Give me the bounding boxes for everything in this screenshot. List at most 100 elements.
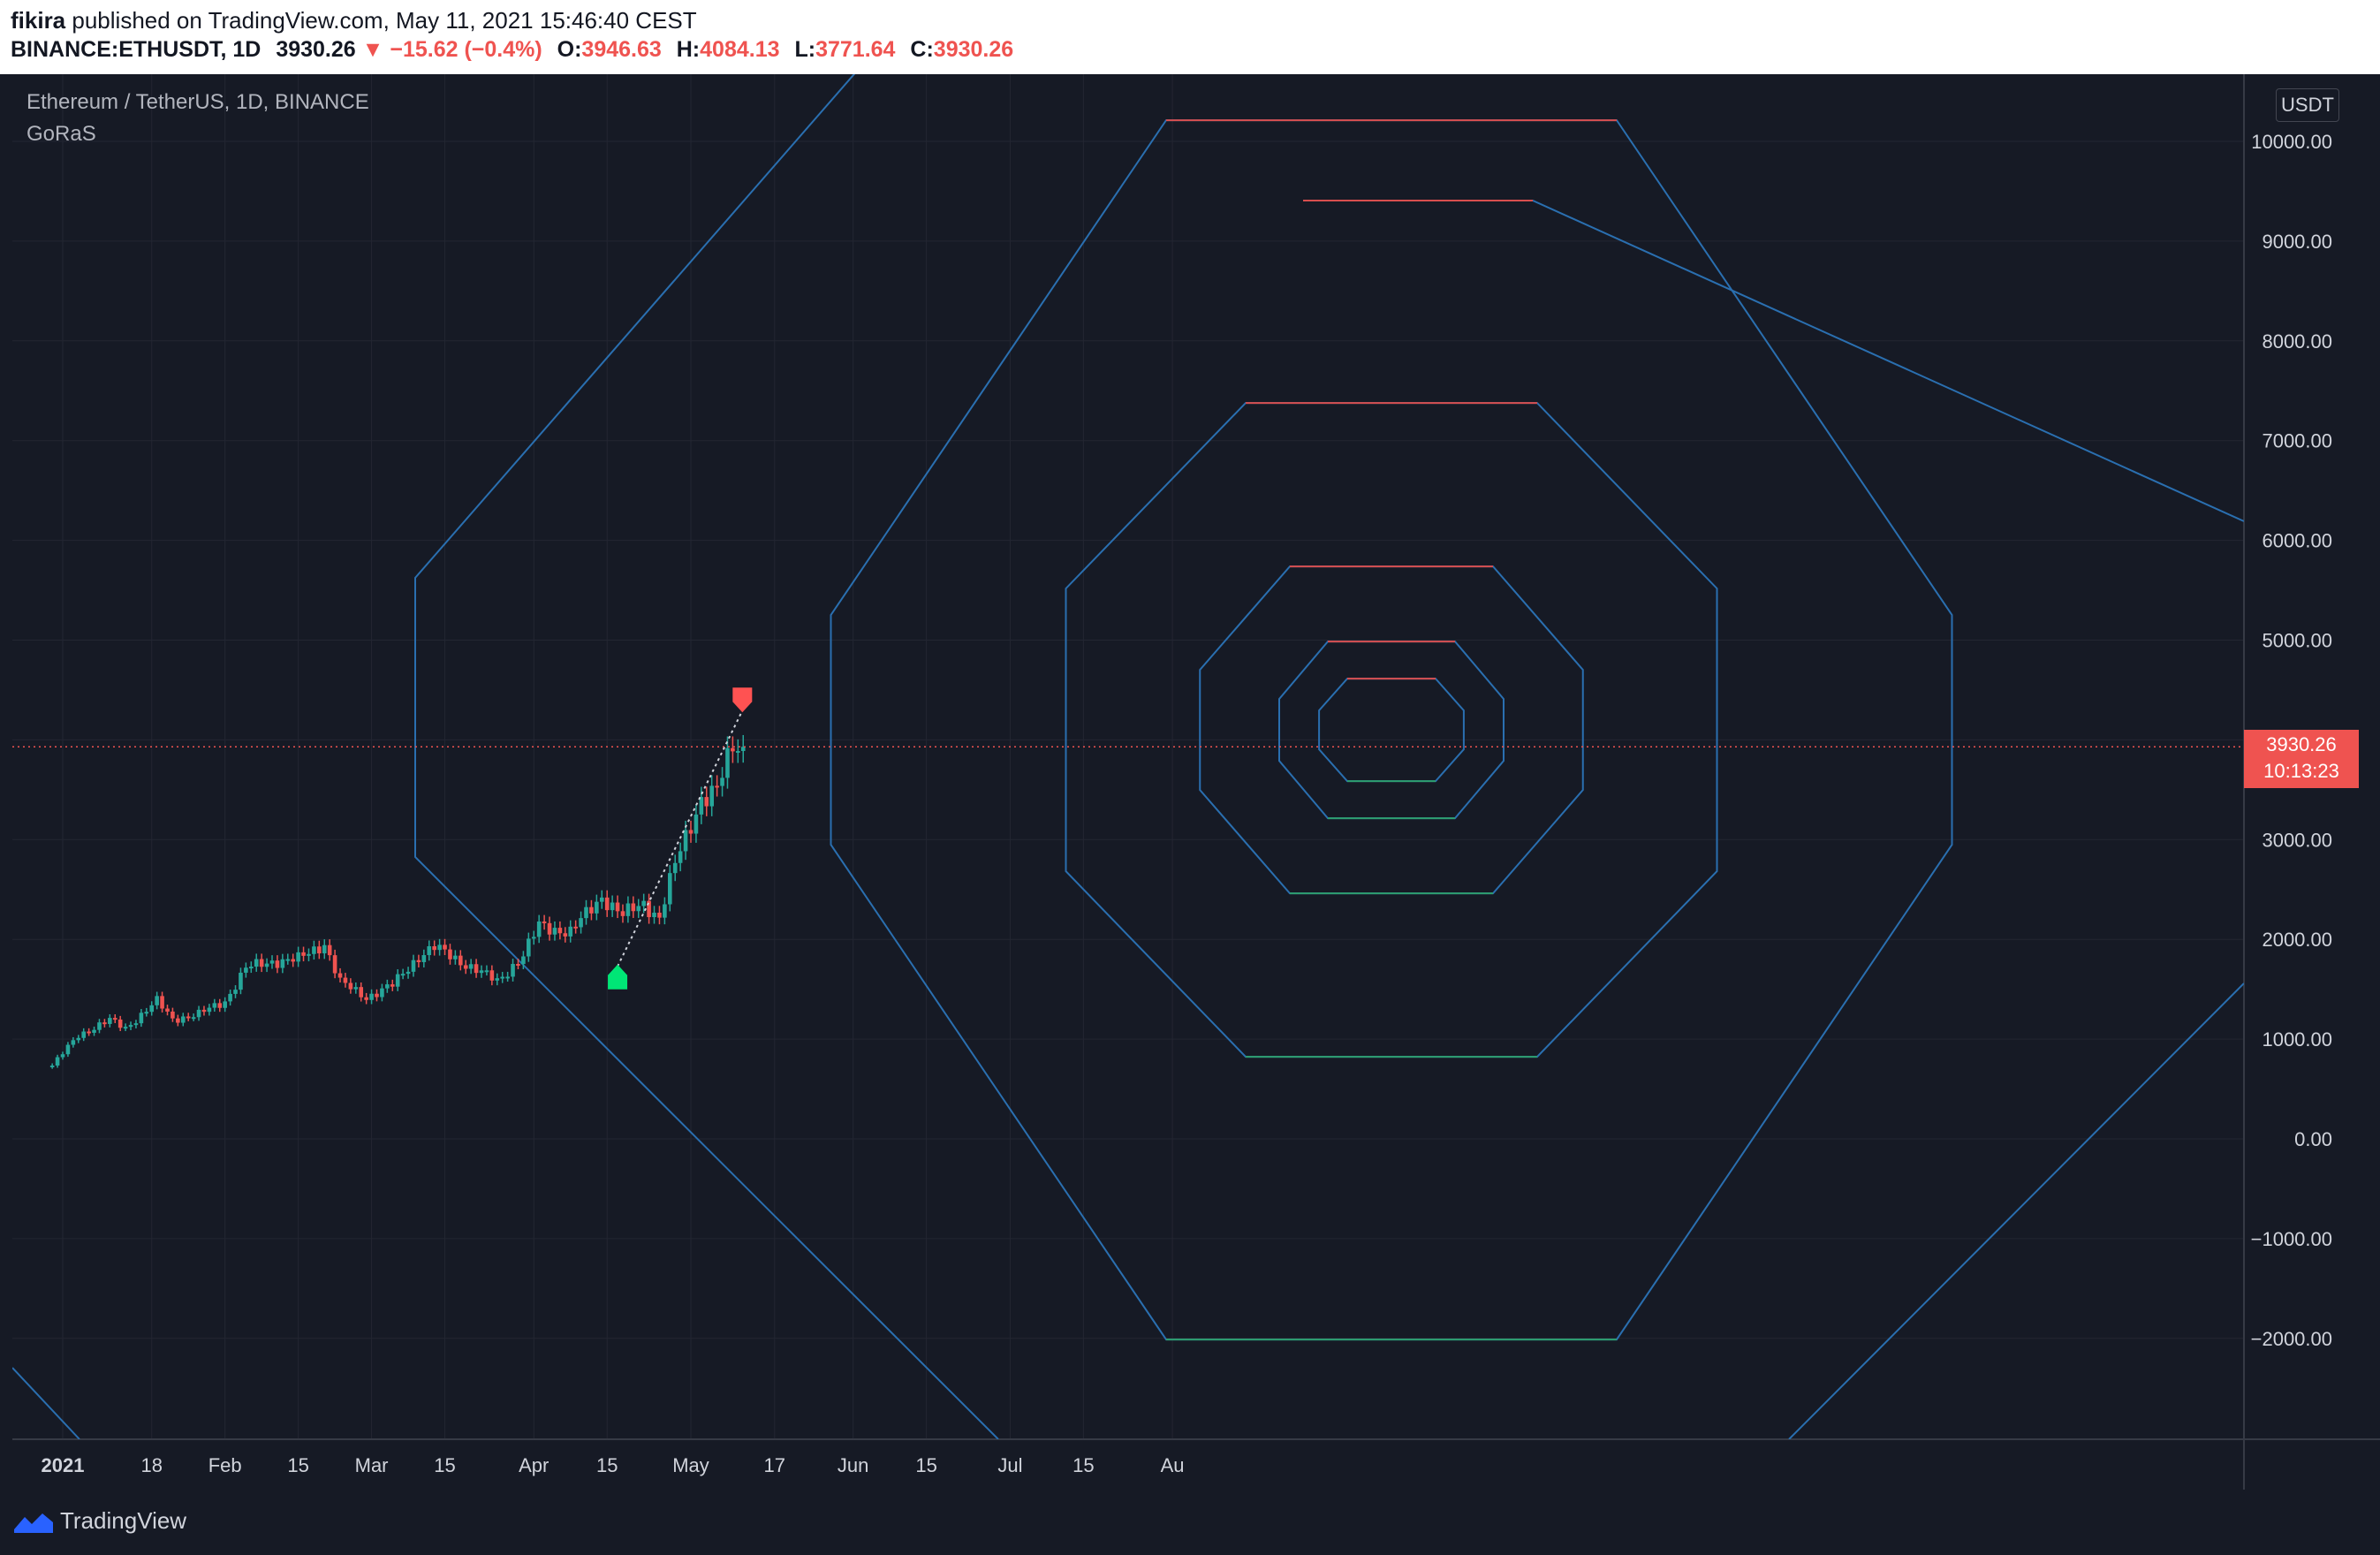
candle-body [275, 960, 280, 968]
candle-body [688, 830, 694, 834]
close-value: 3930.26 [933, 37, 1014, 62]
candle-body [332, 955, 337, 974]
candle-body [223, 1001, 227, 1008]
sell-signal-marker [732, 687, 753, 713]
candle-body [610, 902, 615, 911]
currency-button[interactable]: USDT [2276, 88, 2339, 122]
candle-body [87, 1031, 91, 1034]
candle-body [547, 922, 552, 935]
published-text: published on TradingView.com, May 11, 20… [65, 7, 697, 34]
candle-body [694, 814, 699, 834]
candle-body [196, 1009, 201, 1018]
candle-body [348, 982, 353, 990]
y-tick-label: 0.00 [2294, 1128, 2332, 1150]
candle-body [657, 912, 662, 918]
last-price: 3930.26 [276, 37, 356, 62]
candle-body [264, 963, 269, 967]
candle-body [432, 945, 436, 951]
last-price-tag-value: 3930.26 [2266, 733, 2337, 755]
author-name[interactable]: fikira [11, 7, 66, 34]
candle-body [647, 900, 651, 918]
tradingview-icon [14, 1513, 53, 1534]
x-tick-label: 15 [434, 1454, 455, 1476]
candle-body [584, 906, 588, 919]
candle-body [552, 928, 557, 935]
candle-body [636, 906, 641, 912]
candle-body [427, 945, 432, 956]
candle-body [453, 955, 458, 960]
candle-body [736, 751, 740, 754]
candle-body [171, 1011, 175, 1019]
outer-octagon-corner [12, 1367, 80, 1439]
candle-body [291, 959, 295, 962]
x-tick-label: May [672, 1454, 709, 1476]
open-value: 3946.63 [581, 37, 662, 62]
y-tick-label: 9000.00 [2262, 231, 2332, 253]
candle-body [117, 1019, 123, 1028]
candle-body [595, 901, 599, 914]
candle-body [123, 1027, 128, 1029]
candle-body [353, 987, 359, 990]
candle-body [400, 974, 406, 976]
candle-body [536, 921, 542, 937]
price-chart[interactable]: 10000.00 9000.00 8000.00 7000.00 6000.00 5000… [0, 0, 2380, 1490]
open-label: O: [557, 37, 582, 62]
candle-body [55, 1057, 60, 1066]
candle-body [557, 928, 563, 934]
candle-body [108, 1018, 112, 1024]
candle-body [495, 978, 500, 981]
candle-body [92, 1029, 96, 1033]
candle-body [81, 1031, 86, 1038]
x-tick-label: Feb [208, 1454, 242, 1476]
y-tick-label: 10000.00 [2251, 131, 2332, 153]
candle-body [500, 976, 504, 979]
publication-header: fikira published on TradingView.com, May… [0, 0, 2380, 74]
candle-body [375, 993, 379, 997]
candle-body [254, 959, 259, 967]
candle-body [579, 918, 583, 928]
candle-body [160, 996, 164, 1009]
candle-body [652, 912, 656, 918]
candle-body [484, 970, 489, 973]
candle-body [155, 996, 159, 1005]
footer [0, 1490, 2380, 1555]
candle-body [359, 987, 364, 997]
candle-body [641, 900, 646, 906]
candle-body [620, 911, 625, 916]
y-tick-label: 8000.00 [2262, 330, 2332, 353]
candle-body [165, 1008, 170, 1012]
candle-body [259, 959, 264, 967]
candle-body [437, 944, 442, 951]
candle-body [60, 1054, 65, 1058]
signal-connector-line [617, 709, 744, 967]
candle-body [180, 1016, 186, 1023]
candle-body [385, 984, 390, 989]
candle-body [207, 1007, 212, 1013]
candle-body [599, 897, 604, 902]
candle-body [369, 993, 374, 1000]
candle-body [212, 1003, 217, 1008]
candle-body [709, 785, 714, 807]
candle-body [678, 851, 683, 863]
candle-body [740, 747, 746, 752]
chart-background[interactable] [12, 74, 2244, 1439]
candle-body [505, 976, 510, 979]
candle-body [102, 1022, 107, 1025]
candle-body [296, 952, 300, 962]
x-tick-label: 18 [140, 1454, 162, 1476]
y-tick-label: 2000.00 [2262, 929, 2332, 951]
candle-body [201, 1009, 207, 1013]
candle-body [604, 897, 610, 911]
candle-body [280, 959, 285, 968]
y-tick-label: −1000.00 [2251, 1228, 2332, 1250]
candle-body [625, 903, 631, 916]
tradingview-logo[interactable]: TradingView [12, 1507, 186, 1535]
candle-body [97, 1022, 102, 1030]
quote-line: BINANCE:ETHUSDT, 1D 3930.26 ▼ −15.62 (−0… [11, 37, 1013, 63]
candle-body [133, 1023, 139, 1026]
candle-body [186, 1016, 191, 1019]
indicator-legend[interactable]: GoRaS [27, 122, 96, 146]
candle-body [269, 960, 275, 964]
candle-body [731, 747, 735, 752]
y-tick-label: 6000.00 [2262, 530, 2332, 552]
